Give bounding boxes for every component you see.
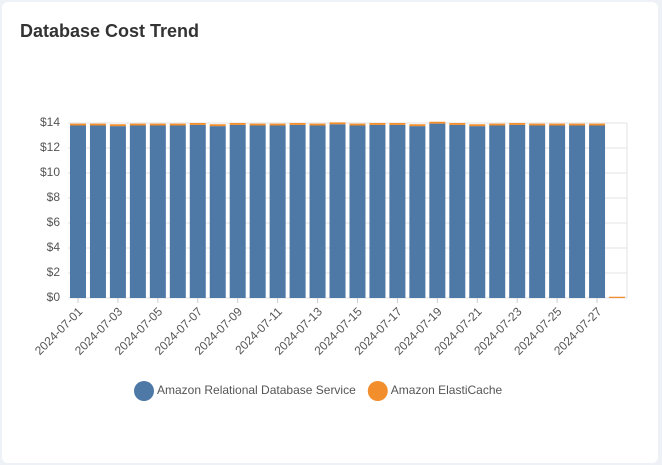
legend-label: Amazon ElastiCache: [391, 383, 503, 397]
bar-segment: [249, 125, 266, 298]
y-tick-label: $2: [47, 265, 61, 279]
bar-segment: [349, 123, 366, 126]
bar-segment: [349, 125, 366, 298]
bar-segment: [449, 124, 466, 298]
bar-segment: [489, 125, 506, 298]
bar-segment: [169, 123, 186, 126]
bar-segment: [289, 124, 306, 298]
y-tick-label: $4: [47, 240, 61, 254]
bar-segment: [189, 123, 206, 125]
bar-segment: [129, 125, 146, 298]
bar-segment: [409, 126, 426, 298]
bar-segment: [509, 124, 526, 298]
bar-segment: [309, 123, 326, 126]
bar-segment: [89, 125, 106, 298]
bar-segment: [429, 121, 446, 124]
bar-segment: [589, 123, 606, 126]
bar-segment: [529, 123, 546, 126]
bar-segment: [269, 123, 286, 126]
bar-segment: [109, 126, 126, 298]
bar-segment: [529, 125, 546, 298]
bar-segment: [249, 123, 266, 126]
bar-segment: [469, 126, 486, 298]
bar-segment: [149, 125, 166, 298]
bar-segment: [329, 124, 346, 298]
y-tick-label: $10: [40, 165, 60, 179]
bar-segment: [209, 126, 226, 298]
y-tick-label: $6: [47, 215, 61, 229]
bar-segment: [449, 123, 466, 125]
bar-segment: [389, 124, 406, 298]
bar-segment: [309, 125, 326, 298]
bar-segment: [589, 125, 606, 298]
bar-segment: [269, 125, 286, 298]
bar-segment: [569, 123, 586, 126]
bar-segment: [69, 123, 86, 126]
bar-segment: [429, 123, 446, 298]
y-tick-label: $0: [47, 290, 61, 304]
bar-segment: [509, 123, 526, 125]
bar-segment: [609, 296, 626, 298]
bar-segment: [89, 123, 106, 126]
bar-segment: [329, 122, 346, 125]
bar-segment: [549, 125, 566, 298]
bar-segment: [169, 125, 186, 298]
bar-segment: [289, 123, 306, 125]
bar-segment: [189, 124, 206, 298]
bar-segment: [369, 123, 386, 125]
bar-segment: [489, 123, 506, 126]
chart-title: Database Cost Trend: [20, 21, 199, 41]
y-tick-label: $14: [40, 115, 60, 129]
legend-swatch: [367, 381, 388, 401]
bar-segment: [69, 125, 86, 298]
y-tick-label: $12: [40, 140, 60, 154]
bar-segment: [369, 124, 386, 298]
y-tick-label: $8: [47, 190, 61, 204]
legend-swatch: [134, 381, 154, 401]
bar-segment: [129, 123, 146, 126]
bar-segment: [229, 124, 246, 298]
legend-label: Amazon Relational Database Service: [157, 383, 356, 397]
bar-segment: [409, 124, 426, 127]
bar-segment: [229, 123, 246, 125]
bar-segment: [209, 124, 226, 127]
bar-segment: [389, 123, 406, 125]
bar-segment: [109, 124, 126, 127]
bar-segment: [549, 123, 566, 126]
bar-segment: [149, 123, 166, 126]
bar-segment: [569, 125, 586, 298]
bar-segment: [469, 124, 486, 127]
